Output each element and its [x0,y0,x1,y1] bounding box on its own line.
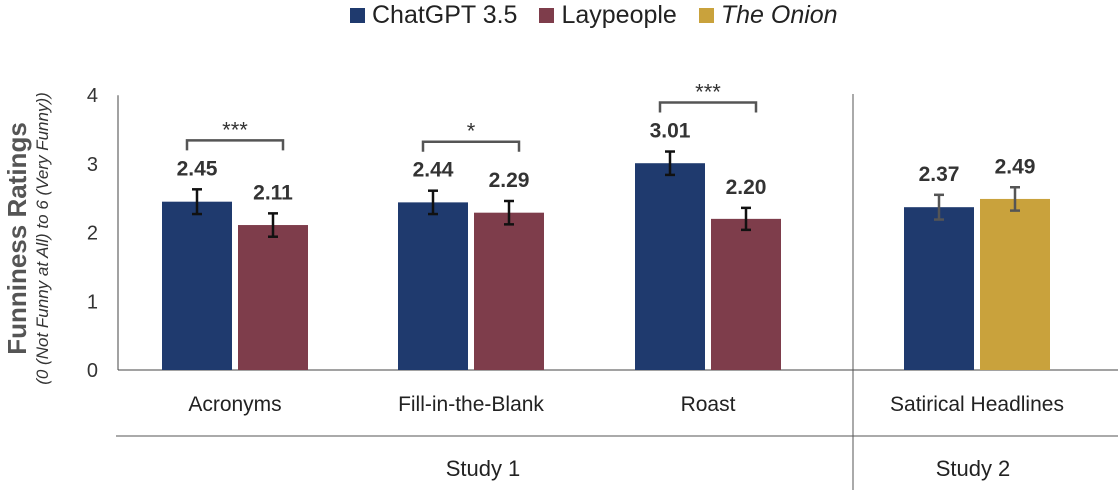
data-label: 2.45 [177,157,218,180]
legend-item: ChatGPT 3.5 [350,1,517,30]
data-label: 3.01 [650,120,691,143]
bar [162,201,232,370]
significance-marker: *** [222,117,248,142]
y-tick-label: 2 [87,223,98,245]
legend-label: ChatGPT 3.5 [372,0,518,29]
category-label: Satirical Headlines [890,393,1064,416]
bar [904,207,974,370]
bar [398,202,468,370]
legend-label: Laypeople [561,0,677,29]
legend-item: The Onion [698,0,838,30]
bar [474,212,544,370]
significance-marker: * [467,119,476,144]
significance-marker: *** [695,80,721,105]
bar [711,218,781,370]
bar [635,163,705,370]
bar [980,198,1050,370]
legend-item: Laypeople [539,0,677,30]
data-label: 2.49 [995,155,1036,178]
legend-swatch [350,7,365,23]
significance-bracket [658,101,758,113]
data-label: 2.11 [253,181,293,204]
significance-bracket [185,139,285,151]
y-tick-label: 3 [87,154,98,176]
bar [238,225,308,370]
data-label: 2.29 [489,169,530,192]
y-tick-label: 4 [87,85,98,107]
legend-swatch [698,7,714,23]
study-label: Study 2 [936,456,1011,481]
category-label: Acronyms [188,393,281,416]
legend-swatch [539,7,555,23]
data-label: 2.20 [726,176,767,199]
legend-label: The Onion [720,0,838,29]
significance-bracket [421,140,521,152]
y-tick-label: 0 [87,360,98,382]
category-label: Roast [681,393,736,416]
study-label: Study 1 [446,456,521,481]
data-label: 2.37 [919,163,960,186]
y-tick-label: 1 [87,291,98,313]
legend: ChatGPT 3.5 Laypeople The Onion [350,0,860,30]
category-label: Fill-in-the-Blank [398,393,544,416]
data-label: 2.44 [413,159,454,182]
